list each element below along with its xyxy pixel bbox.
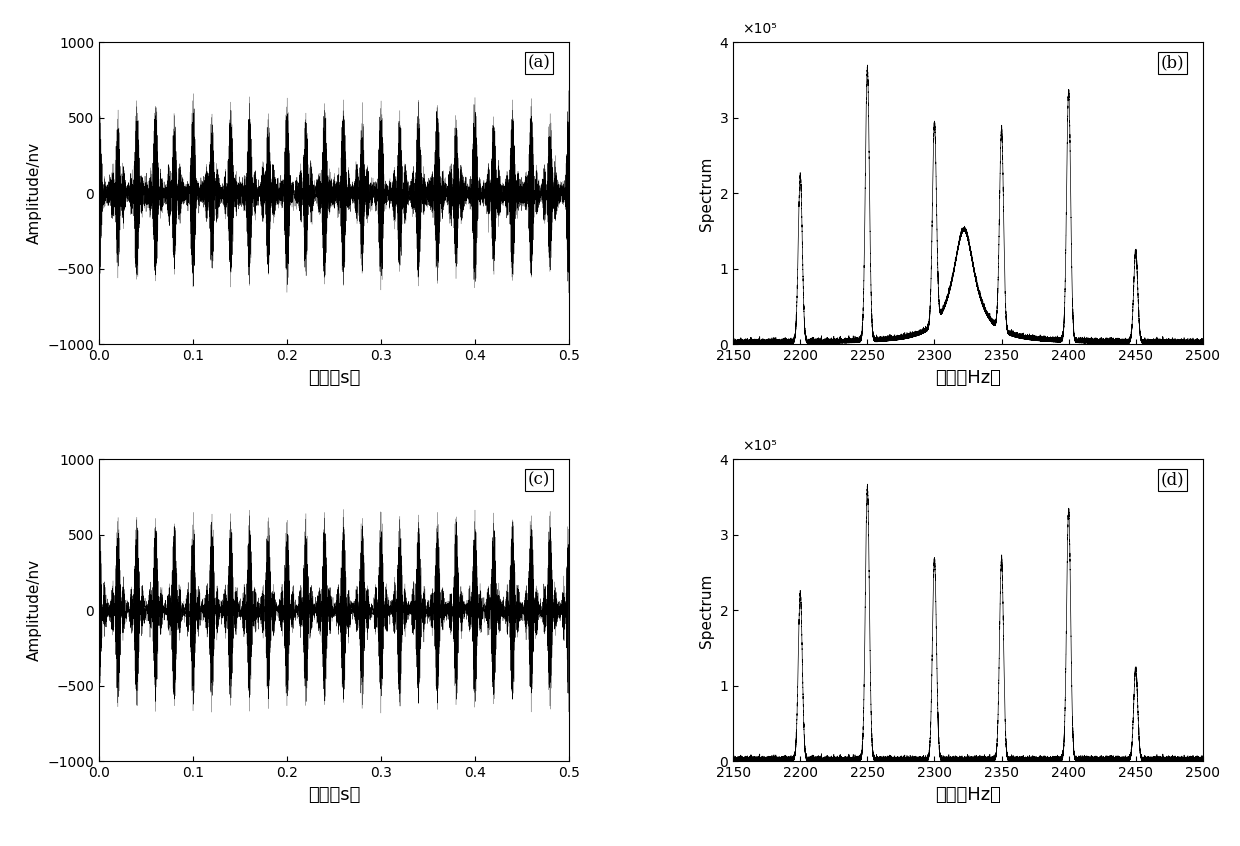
X-axis label: 频率（Hz）: 频率（Hz） (935, 786, 1001, 804)
Y-axis label: Spectrum: Spectrum (699, 157, 714, 231)
Text: ×10⁵: ×10⁵ (743, 439, 777, 453)
Text: (c): (c) (528, 471, 551, 488)
Text: (b): (b) (1161, 54, 1184, 71)
X-axis label: 频率（Hz）: 频率（Hz） (935, 369, 1001, 387)
Y-axis label: Amplitude/nv: Amplitude/nv (27, 142, 42, 244)
X-axis label: 时间（s）: 时间（s） (308, 786, 360, 804)
Text: (d): (d) (1161, 471, 1184, 488)
Y-axis label: Amplitude/nv: Amplitude/nv (27, 559, 42, 662)
Y-axis label: Spectrum: Spectrum (699, 573, 714, 647)
Text: (a): (a) (527, 54, 551, 71)
Text: ×10⁵: ×10⁵ (743, 22, 777, 36)
X-axis label: 时间（s）: 时间（s） (308, 369, 360, 387)
